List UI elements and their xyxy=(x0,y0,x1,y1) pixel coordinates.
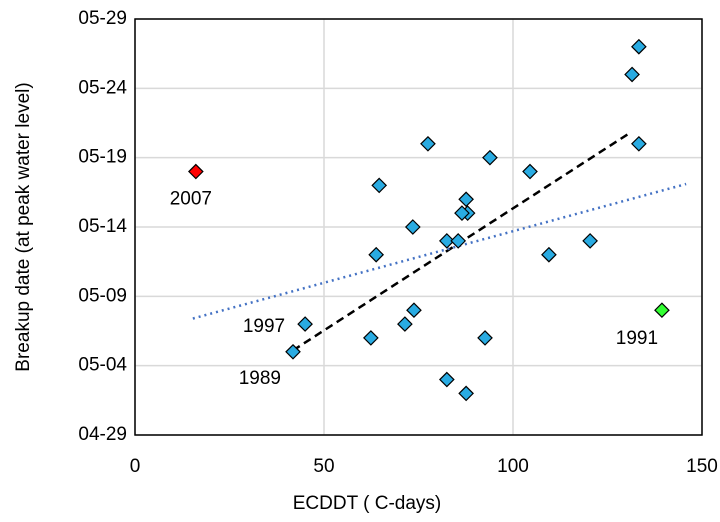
annotation: 1989 xyxy=(239,368,281,389)
trend-line xyxy=(192,182,687,320)
point xyxy=(450,233,467,249)
annotation: 1991 xyxy=(616,328,658,349)
point xyxy=(477,330,493,346)
point xyxy=(541,246,557,263)
point xyxy=(522,163,538,180)
point xyxy=(285,343,301,360)
point xyxy=(363,330,379,346)
point xyxy=(654,302,670,319)
annotation: 2007 xyxy=(170,189,212,210)
point xyxy=(371,177,388,194)
x-tick-label: 50 xyxy=(313,456,334,477)
point xyxy=(458,385,474,402)
point xyxy=(406,302,422,319)
plot-border xyxy=(134,18,703,436)
point xyxy=(582,233,598,249)
point xyxy=(404,219,421,235)
y-tick-label: 04-29 xyxy=(78,424,127,445)
y-tick-label: 05-24 xyxy=(78,77,127,98)
y-tick-label: 05-29 xyxy=(78,8,127,29)
point xyxy=(420,135,436,152)
point xyxy=(188,163,204,180)
x-tick-label: 0 xyxy=(130,456,141,477)
y-tick-label: 05-14 xyxy=(78,216,127,237)
x-tick-label: 100 xyxy=(497,456,529,477)
y-tick-label: 05-09 xyxy=(78,285,127,306)
x-tick-label: 150 xyxy=(686,456,718,477)
point xyxy=(439,371,455,388)
point xyxy=(397,316,413,332)
point xyxy=(631,135,647,152)
point xyxy=(631,38,647,55)
x-axis-label: ECDDT ( C-days) xyxy=(293,493,442,514)
annotation: 1997 xyxy=(243,316,285,337)
y-axis-label: Breakup date (at peak water level) xyxy=(13,82,34,371)
point xyxy=(454,205,470,221)
y-tick-label: 05-19 xyxy=(78,147,127,168)
point xyxy=(482,149,498,166)
point xyxy=(458,191,474,208)
point xyxy=(439,233,455,249)
point xyxy=(624,66,640,83)
y-tick-label: 05-04 xyxy=(78,355,127,376)
point xyxy=(297,316,313,332)
point xyxy=(368,246,385,263)
